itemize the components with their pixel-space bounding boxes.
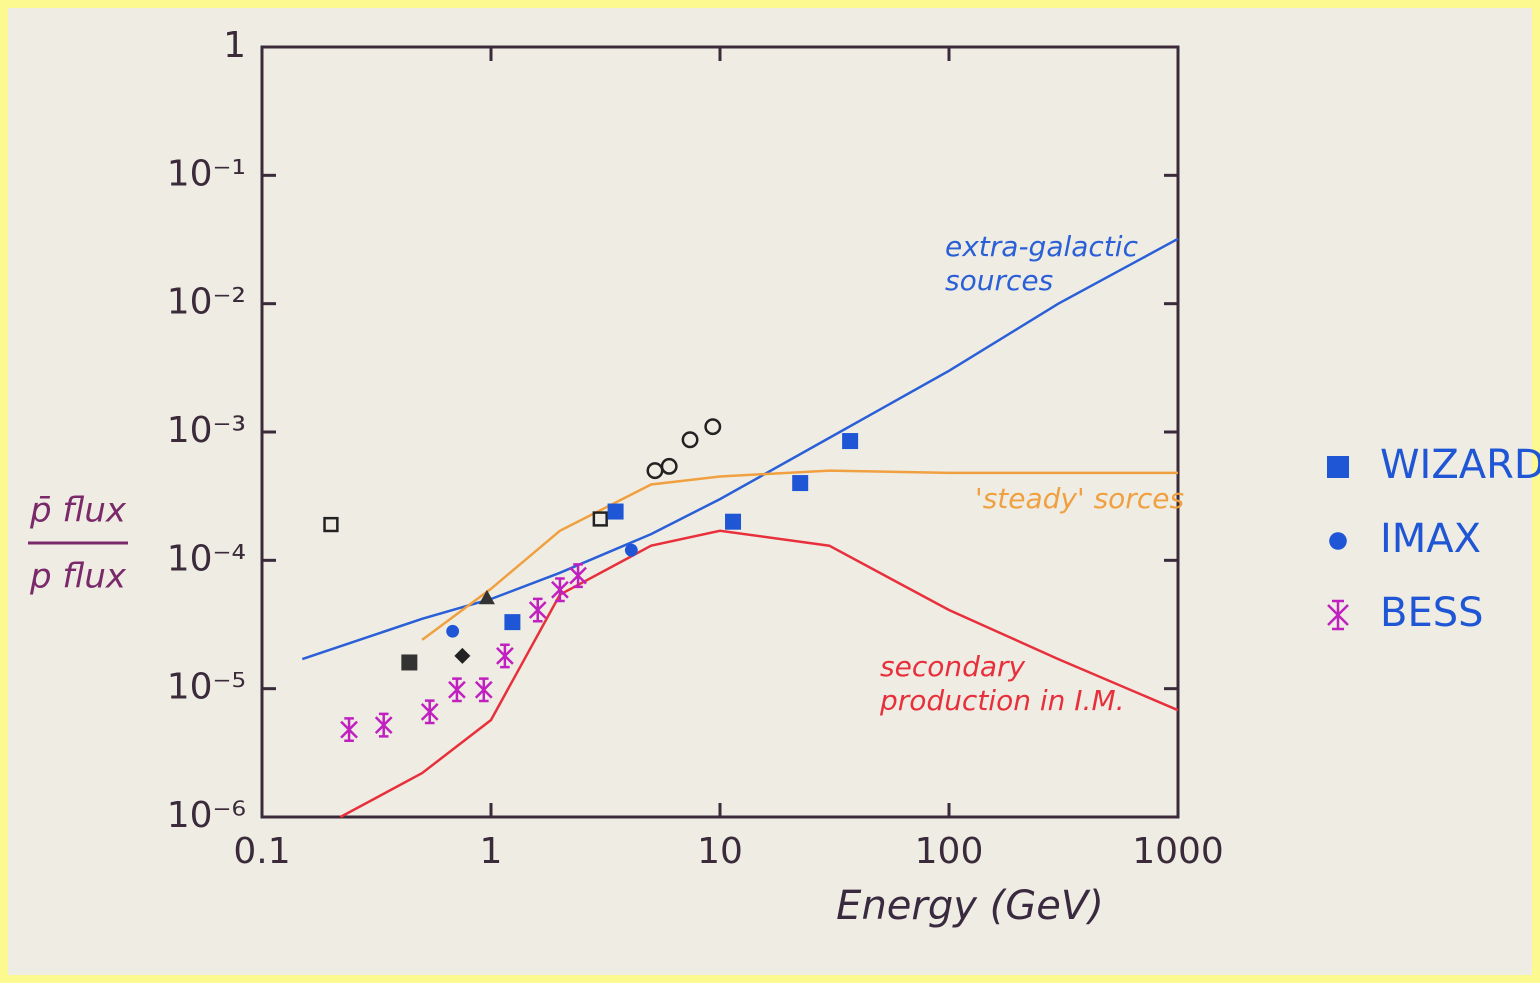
- marker: [478, 589, 495, 605]
- legend-label: IMAX: [1380, 516, 1481, 562]
- marker: [474, 677, 493, 703]
- x-tick-label: 10: [697, 831, 743, 872]
- marker: [607, 503, 624, 520]
- marker: [624, 543, 638, 557]
- y-axis-label: p̄ flux: [29, 491, 127, 531]
- legend-marker: [1327, 599, 1349, 631]
- x-axis-label: Energy (GeV): [836, 883, 1104, 929]
- y-axis-label: p flux: [29, 557, 127, 597]
- x-tick-label: 1: [480, 831, 503, 872]
- marker: [454, 647, 471, 664]
- marker: [504, 614, 521, 631]
- marker: [528, 597, 547, 623]
- marker: [792, 475, 809, 492]
- marker: [340, 717, 358, 743]
- y-tick-label: 10⁻⁵: [167, 667, 246, 708]
- x-tick-label: 100: [915, 831, 984, 872]
- curve-label: extra-galactic: [945, 230, 1139, 263]
- y-tick-label: 10⁻²: [167, 282, 246, 323]
- curve-label: production in I.M.: [879, 684, 1125, 717]
- marker: [681, 431, 699, 449]
- legend-marker: [1329, 532, 1347, 550]
- marker: [704, 418, 722, 436]
- marker: [551, 577, 569, 603]
- y-tick-label: 1: [223, 25, 246, 66]
- curve: [301, 237, 1179, 661]
- marker: [446, 624, 460, 638]
- marker: [448, 677, 466, 703]
- curve-label: sources: [945, 264, 1053, 297]
- curve: [421, 469, 1178, 641]
- marker: [420, 699, 439, 725]
- y-tick-label: 10⁻⁴: [167, 538, 246, 579]
- legend-label: BESS: [1380, 590, 1484, 636]
- marker: [592, 511, 608, 527]
- marker: [496, 643, 514, 669]
- marker: [401, 654, 418, 671]
- marker: [842, 433, 859, 450]
- curve: [339, 529, 1179, 819]
- marker: [725, 513, 742, 530]
- legend-label: WIZARD: [1380, 442, 1540, 488]
- curve-label: 'steady' sorces: [975, 482, 1184, 515]
- marker: [660, 457, 678, 475]
- curve-label: secondary: [880, 650, 1026, 683]
- x-tick-label: 0.1: [233, 831, 290, 872]
- marker: [569, 563, 587, 589]
- y-tick-label: 10⁻⁶: [167, 795, 246, 836]
- marker: [374, 712, 393, 738]
- legend-marker: [1327, 456, 1349, 478]
- y-tick-label: 10⁻¹: [167, 153, 246, 194]
- x-tick-label: 1000: [1132, 831, 1224, 872]
- marker: [323, 516, 339, 533]
- y-tick-label: 10⁻³: [167, 410, 246, 451]
